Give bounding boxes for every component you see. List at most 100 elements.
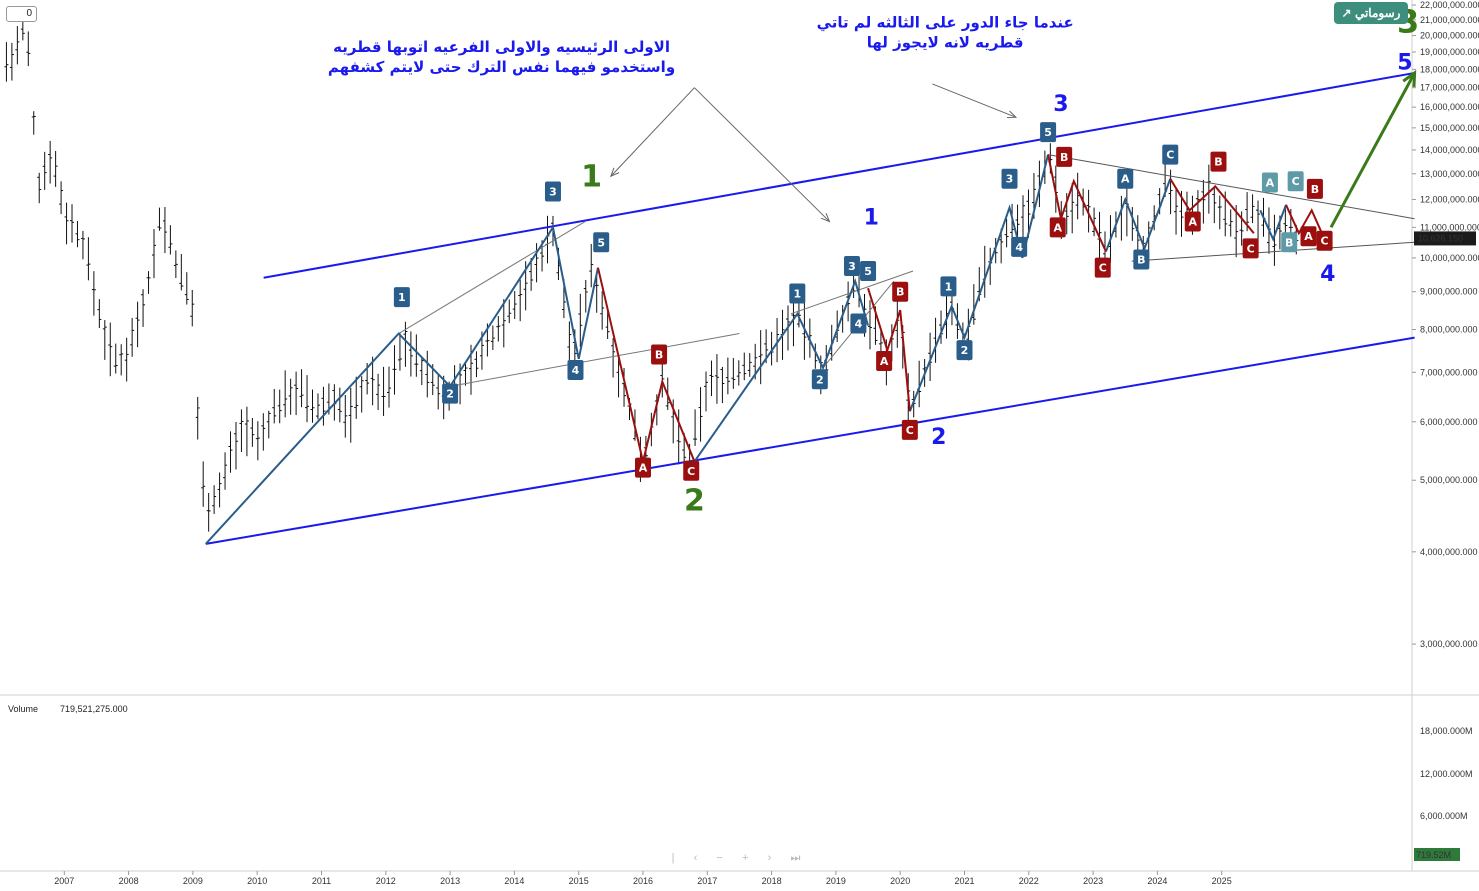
time-tick-label: 2025 xyxy=(1212,876,1232,886)
annotation-arrow-head xyxy=(609,167,620,178)
wave-label-text: 5 xyxy=(1044,126,1052,139)
channel-upper-line xyxy=(263,71,1415,279)
volume-tick-label: 18,000.000M xyxy=(1420,726,1473,736)
volume-axis: 18,000.000M 12,000.000M 6,000.000M 719.52M xyxy=(1414,726,1473,861)
wave-label-text: C xyxy=(1292,175,1300,188)
price-tick-label: 15,000,000.000 xyxy=(1420,123,1479,133)
wave-label-box xyxy=(651,344,668,365)
time-tick-label: 2023 xyxy=(1083,876,1103,886)
wave-label-text: 3 xyxy=(549,186,557,199)
wave-label-box xyxy=(789,283,806,304)
corrective-wave-line xyxy=(1169,178,1255,234)
wave-label-box xyxy=(1056,146,1073,167)
pipe-icon: | xyxy=(671,852,675,864)
annotation-arrow-head xyxy=(1006,110,1018,119)
wave-label-box xyxy=(683,460,700,481)
wave-label-text: B xyxy=(896,286,904,299)
wave-degree-label: 1 xyxy=(581,159,602,194)
wave-label-box xyxy=(593,232,610,253)
wave-label-text: 1 xyxy=(398,291,406,304)
corrective-wave-line xyxy=(1047,154,1107,252)
minor-trend-line xyxy=(450,333,740,387)
time-tick-label: 2015 xyxy=(569,876,589,886)
triangle-upper-line xyxy=(1048,154,1415,220)
wave-label-box xyxy=(892,281,909,302)
wave-label-box xyxy=(1300,226,1317,247)
wave-label-text: A xyxy=(1121,173,1130,186)
wave-label-box xyxy=(1011,236,1028,257)
wave-label-box xyxy=(901,419,918,440)
price-tick-label: 19,000,000.000 xyxy=(1420,47,1479,57)
price-tick-label: 6,000,000.000 xyxy=(1420,417,1478,427)
price-tick-label: 22,000,000.000 xyxy=(1420,0,1479,10)
price-tick-label: 8,000,000.000 xyxy=(1420,324,1478,334)
wave-label-text: 5 xyxy=(864,265,872,278)
impulse-wave-line xyxy=(693,277,870,463)
wave-label-box xyxy=(1162,144,1179,165)
volume-badge xyxy=(1414,848,1460,861)
price-tick-label: 12,000,000.000 xyxy=(1420,194,1479,204)
wave-label-box xyxy=(1316,230,1333,251)
wave-label-box xyxy=(850,313,867,334)
annotations: الاولى الرئيسيه والاولى الفرعيه اتوبها ق… xyxy=(328,14,1074,223)
brand-badge[interactable]: ↗ رسوماتي xyxy=(1334,2,1408,24)
wave-label-box xyxy=(635,457,651,478)
chevron-left-icon[interactable]: ‹ xyxy=(693,852,698,864)
wave-label-box xyxy=(544,181,561,202)
time-tick-label: 2008 xyxy=(119,876,139,886)
time-tick-label: 2011 xyxy=(312,876,331,886)
wave-label-box xyxy=(876,351,893,372)
price-tick-label: 5,000,000.000 xyxy=(1420,475,1478,485)
wave-label-box xyxy=(1040,122,1057,143)
wave-label-text: A xyxy=(1266,177,1275,190)
skip-icon[interactable]: ⏭ xyxy=(790,851,801,864)
time-tick-label: 2021 xyxy=(954,876,974,886)
wave-label-text: A xyxy=(639,462,648,475)
time-tick-label: 2017 xyxy=(697,876,717,886)
wave-label-box xyxy=(442,383,459,404)
corrective-wave-line xyxy=(867,287,911,412)
wave-label-text: C xyxy=(1247,242,1255,255)
wave-label-box xyxy=(1094,257,1111,278)
minus-icon[interactable]: − xyxy=(716,852,723,864)
time-tick-label: 2013 xyxy=(440,876,460,886)
wave-label-text: B xyxy=(655,348,663,361)
wave-label-box xyxy=(1281,232,1298,253)
annotation-arrow-line xyxy=(610,87,695,177)
wave-label-text: 2 xyxy=(816,373,824,386)
volume-value: 719,521,275.000 xyxy=(60,704,128,714)
chevron-right-icon[interactable]: › xyxy=(767,852,772,864)
projection-arrow-head xyxy=(1402,69,1417,88)
time-tick-label: 2024 xyxy=(1147,876,1167,886)
current-price-box xyxy=(1414,231,1476,246)
wave-label-box xyxy=(1261,172,1278,193)
channel-lower-line xyxy=(205,336,1415,545)
wave-label-text: C xyxy=(1321,235,1329,248)
wave-label-text: C xyxy=(1099,262,1107,275)
wave-label-box xyxy=(1133,249,1150,270)
minor-trend-line xyxy=(398,221,586,334)
wave-label-text: A xyxy=(1053,221,1062,234)
time-tick-label: 2009 xyxy=(183,876,203,886)
wave-label-text: 2 xyxy=(446,388,454,401)
wave-label-text: 2 xyxy=(961,344,969,357)
wave-label-box xyxy=(1184,211,1201,232)
wave-label-text: 4 xyxy=(1015,241,1023,254)
time-tick-label: 2019 xyxy=(826,876,846,886)
wave-label-text: 5 xyxy=(597,236,605,249)
price-tick-label: 14,000,000.000 xyxy=(1420,145,1479,155)
price-tick-label: 18,000,000.000 xyxy=(1420,64,1479,74)
wave-degree-label: 5 xyxy=(1397,50,1412,75)
wave-label-text: B xyxy=(1137,254,1145,267)
price-axis: 22,000,000.000 21,000,000.000 20,000,000.0… xyxy=(1412,0,1479,649)
zero-value-box[interactable]: 0 xyxy=(6,6,37,22)
time-tick-label: 2018 xyxy=(762,876,782,886)
wave-label-text: B xyxy=(1060,151,1068,164)
impulse-wave-line xyxy=(1259,204,1287,242)
plus-icon[interactable]: + xyxy=(742,852,749,864)
wave-label-box xyxy=(956,340,973,361)
wave-label-text: 4 xyxy=(855,318,863,331)
volume-tick-label: 12,000.000M xyxy=(1420,769,1473,779)
